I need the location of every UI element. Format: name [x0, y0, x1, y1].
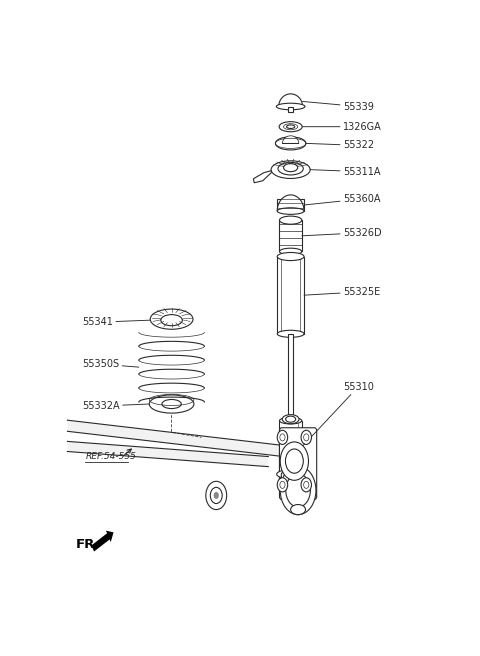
Ellipse shape — [277, 253, 304, 260]
Ellipse shape — [279, 417, 302, 424]
Text: 55360A: 55360A — [304, 194, 380, 205]
Circle shape — [286, 449, 303, 473]
Ellipse shape — [162, 400, 181, 409]
Text: FR.: FR. — [76, 538, 100, 551]
Circle shape — [280, 466, 316, 515]
Circle shape — [286, 474, 311, 507]
Text: 55310: 55310 — [302, 382, 373, 447]
Ellipse shape — [286, 416, 296, 422]
FancyArrow shape — [92, 531, 114, 552]
Polygon shape — [67, 420, 283, 457]
Polygon shape — [277, 195, 304, 211]
Bar — [279, 421, 302, 473]
Circle shape — [301, 430, 312, 444]
Text: 55332A: 55332A — [83, 401, 149, 411]
FancyBboxPatch shape — [279, 428, 317, 499]
Ellipse shape — [271, 161, 310, 178]
Ellipse shape — [276, 137, 306, 150]
Ellipse shape — [150, 309, 193, 329]
Ellipse shape — [284, 163, 298, 172]
Text: 1326GA: 1326GA — [302, 122, 382, 132]
Circle shape — [210, 487, 222, 504]
Text: 55325E: 55325E — [304, 287, 380, 297]
Text: 55311A: 55311A — [310, 167, 380, 176]
Bar — [288, 106, 293, 112]
Polygon shape — [67, 441, 268, 466]
Polygon shape — [279, 94, 302, 106]
Ellipse shape — [282, 415, 299, 424]
Text: 55350S: 55350S — [83, 359, 139, 369]
Ellipse shape — [161, 315, 182, 326]
Bar — [277, 256, 304, 334]
Ellipse shape — [279, 216, 302, 224]
Circle shape — [206, 482, 227, 510]
Ellipse shape — [277, 208, 304, 215]
Circle shape — [304, 434, 309, 441]
Ellipse shape — [279, 248, 302, 255]
Bar — [279, 220, 302, 251]
Bar — [277, 199, 304, 211]
Circle shape — [301, 478, 312, 492]
Text: 55326D: 55326D — [302, 228, 381, 237]
Circle shape — [304, 482, 309, 488]
Text: 55339: 55339 — [302, 102, 373, 112]
Ellipse shape — [279, 470, 302, 476]
Ellipse shape — [277, 330, 304, 337]
Polygon shape — [253, 171, 271, 183]
Ellipse shape — [276, 470, 305, 479]
Circle shape — [277, 430, 288, 444]
Text: REF.54-555: REF.54-555 — [85, 452, 136, 461]
Text: 55341: 55341 — [83, 318, 150, 327]
Ellipse shape — [291, 504, 306, 515]
Ellipse shape — [149, 395, 194, 413]
Circle shape — [280, 482, 285, 488]
Circle shape — [280, 434, 285, 441]
Circle shape — [214, 492, 219, 499]
Ellipse shape — [279, 121, 302, 132]
FancyBboxPatch shape — [281, 473, 300, 487]
Ellipse shape — [278, 162, 303, 175]
Text: 55322: 55322 — [306, 140, 374, 150]
Polygon shape — [282, 136, 299, 144]
Ellipse shape — [287, 125, 295, 129]
Circle shape — [277, 478, 288, 492]
Circle shape — [280, 442, 309, 480]
Bar — [288, 334, 293, 417]
Ellipse shape — [276, 103, 305, 110]
